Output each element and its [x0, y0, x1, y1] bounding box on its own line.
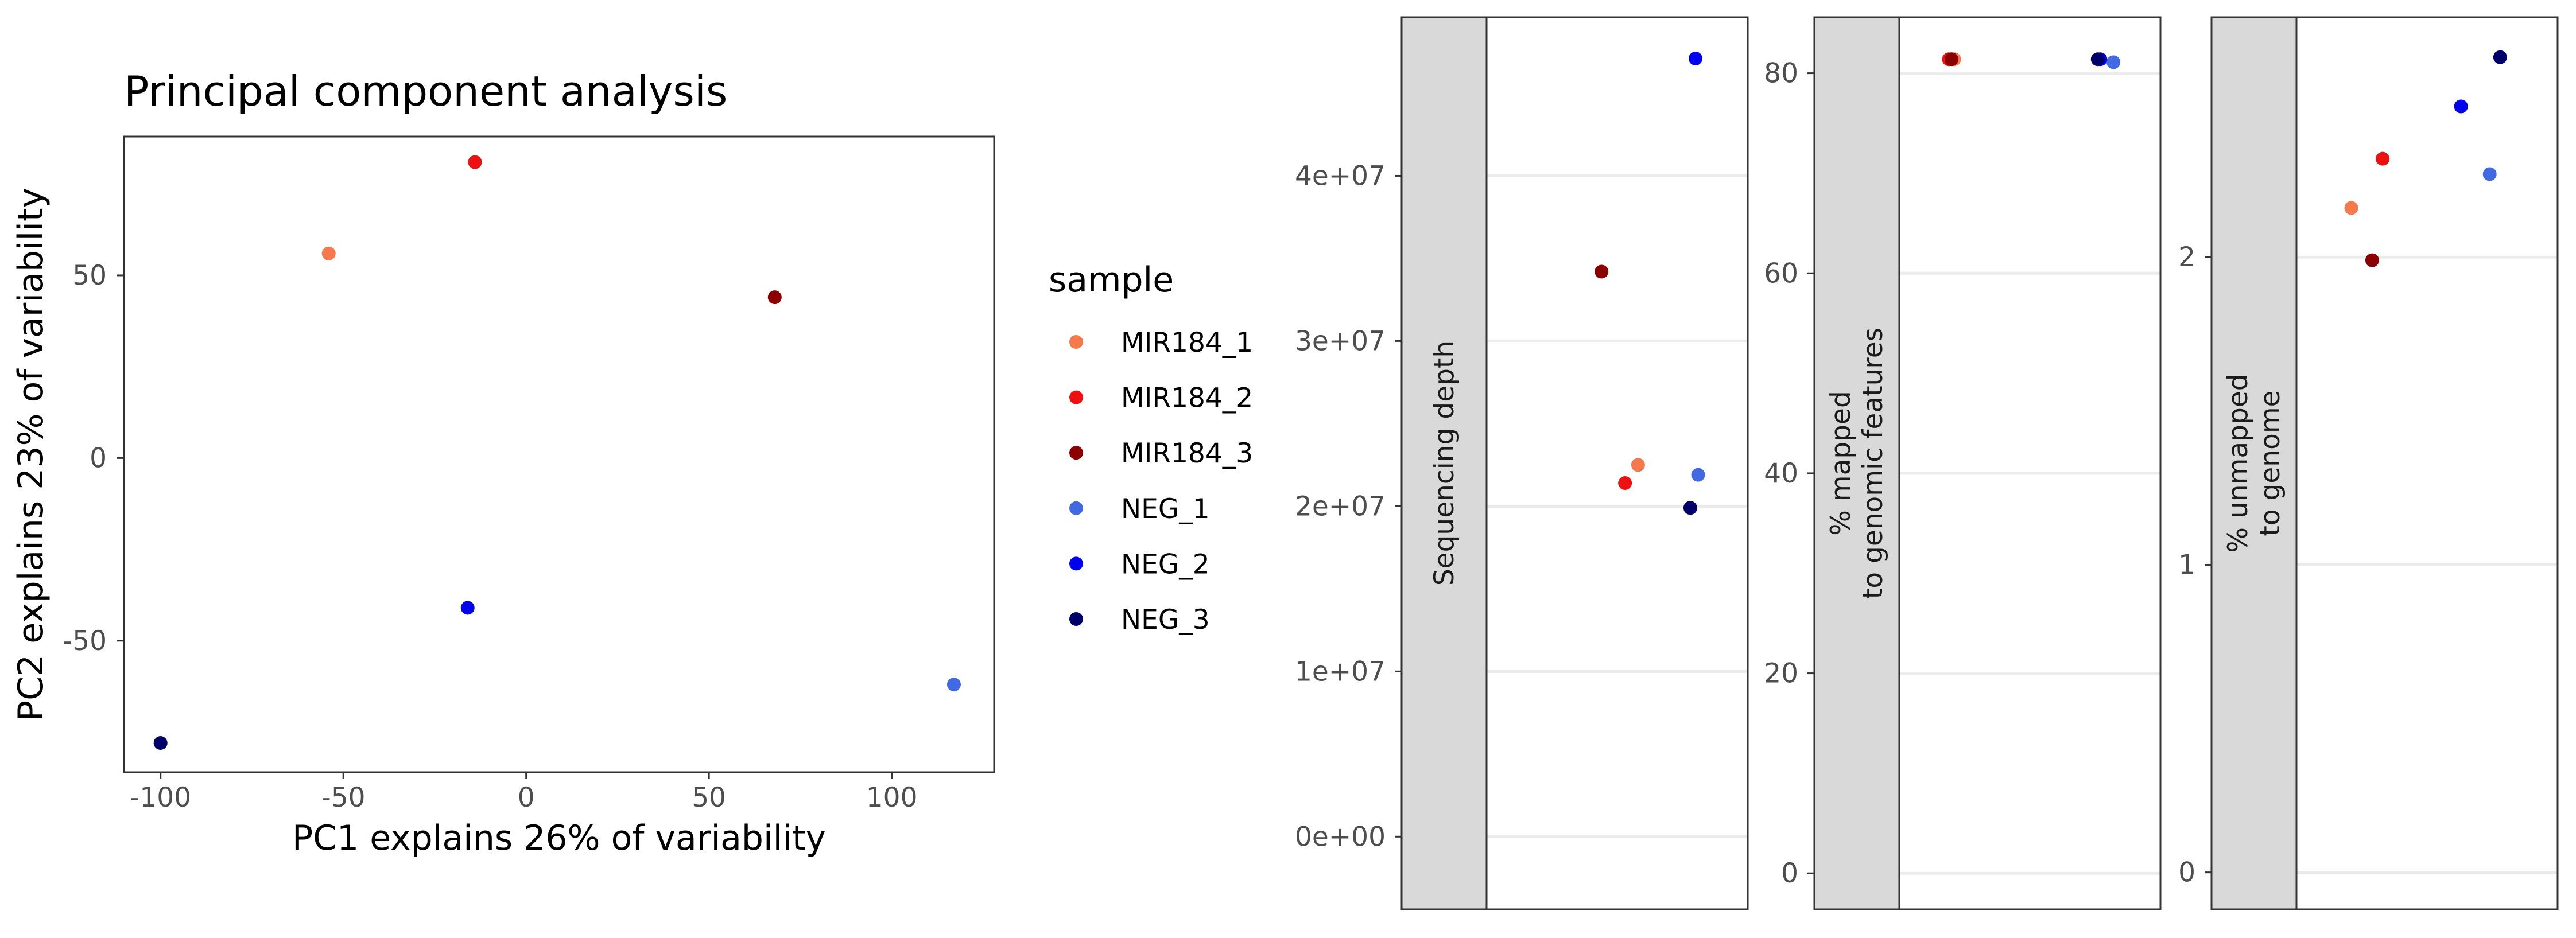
pca-points	[153, 155, 961, 750]
legend-label-neg-3: NEG_3	[1121, 604, 1210, 636]
pca-title: Principal component analysis	[124, 67, 727, 115]
facet-strip	[1400, 16, 1488, 910]
facet-sequencing-depth: Sequencing depth 0e+00 1e+07 2e+07 3e+07 4e+0…	[1295, 16, 1749, 910]
facet-point-neg-2	[1689, 51, 1702, 65]
legend-items: MIR184_1 MIR184_2 MIR184_3 NEG_1 NEG_2 NEG_3	[1069, 327, 1253, 636]
pca-plot: Principal component analysis -100 -50 0 50 1…	[11, 67, 995, 858]
legend-key-neg-3	[1069, 612, 1083, 626]
legend-key-neg-2	[1069, 556, 1083, 571]
facet-y-tick-label: 0	[1781, 858, 1798, 889]
pca-x-axis: -100 -50 0 50 100	[130, 772, 918, 814]
legend-key-mir184-3	[1069, 446, 1083, 460]
facet-panel-border	[1400, 16, 1749, 910]
facet-y-tick-label: 2e+07	[1295, 491, 1386, 522]
legend-key-mir184-2	[1069, 390, 1083, 404]
pca-x-tick-label: 100	[866, 782, 918, 814]
facet-point-mir184-3	[1595, 264, 1609, 279]
legend-label-mir184-3: MIR184_3	[1121, 438, 1253, 469]
pca-point-mir184-2	[468, 155, 482, 169]
facet-y-tick-label: 20	[1764, 658, 1798, 690]
pca-x-axis-title: PC1 explains 26% of variability	[292, 818, 826, 858]
facet-point-neg-3	[1683, 501, 1697, 515]
facet-strip-label: Sequencing depth	[1429, 341, 1460, 586]
facet-point-mir184-1	[1631, 458, 1645, 472]
pca-y-tick-label: 0	[90, 442, 107, 474]
facet-point-neg-3	[2090, 52, 2105, 67]
facet-point-mir184-1	[2344, 201, 2358, 215]
pca-panel-border	[123, 135, 995, 773]
pca-point-mir184-3	[767, 290, 782, 305]
facet-strip-label: % mappedto genomic features	[1825, 328, 1889, 599]
legend-title: sample	[1049, 260, 1174, 300]
facet-y-tick-label: 60	[1764, 258, 1798, 289]
facet-y-tick-label: 2	[2178, 242, 2195, 273]
pca-y-axis-title: PC2 explains 23% of variability	[11, 188, 51, 721]
legend: sample MIR184_1 MIR184_2 MIR184_3 NEG_1 NEG_…	[1049, 260, 1253, 636]
legend-key-neg-1	[1069, 501, 1083, 515]
facet-y-tick-label: 1	[2178, 549, 2195, 581]
facet-y-tick-label: 3e+07	[1295, 325, 1386, 357]
pca-x-tick-label: -100	[130, 782, 191, 814]
facet-panel-border	[2210, 16, 2559, 910]
facet-mapped-genomic-features: % mappedto genomic features 0 20 40 60 80	[1764, 16, 2162, 910]
pca-y-tick-label: 50	[72, 260, 107, 291]
pca-point-mir184-1	[321, 246, 336, 260]
facet-y-tick-label: 0	[2178, 857, 2195, 889]
legend-label-mir184-1: MIR184_1	[1121, 327, 1253, 359]
legend-label-neg-2: NEG_2	[1121, 548, 1210, 580]
facet-y-tick-label: 4e+07	[1295, 160, 1386, 192]
facet-y-tick-label: 40	[1764, 458, 1798, 489]
pca-point-neg-1	[946, 678, 961, 692]
facet-y-tick-label: 0e+00	[1295, 821, 1386, 853]
pca-point-neg-3	[153, 736, 168, 750]
facet-point-neg-2	[2454, 99, 2468, 114]
pca-x-tick-label: 50	[692, 782, 726, 814]
facet-point-neg-1	[1691, 468, 1705, 482]
legend-label-neg-1: NEG_1	[1121, 493, 1210, 525]
pca-y-axis: -50 0 50	[63, 260, 124, 657]
facet-point-mir184-3	[1945, 52, 1958, 67]
facet-panel-border	[1813, 16, 2162, 910]
legend-key-mir184-1	[1069, 335, 1083, 349]
facet-point-mir184-3	[2365, 253, 2379, 267]
qc-facets: Sequencing depth 0e+00 1e+07 2e+07 3e+07 4e+0…	[1295, 16, 2559, 910]
facet-y-tick-label: 1e+07	[1295, 656, 1386, 687]
facet-y-tick-label: 80	[1764, 58, 1798, 89]
facet-point-neg-1	[2482, 167, 2497, 181]
facet-point-mir184-2	[1618, 476, 1632, 491]
pca-y-tick-label: -50	[63, 625, 107, 657]
facet-point-mir184-2	[2376, 151, 2390, 166]
pca-point-neg-2	[460, 601, 475, 615]
facet-strip-label: % unmappedto genome	[2222, 373, 2286, 552]
pca-x-tick-label: -50	[321, 782, 366, 814]
facet-point-neg-1	[2106, 55, 2121, 69]
legend-label-mir184-2: MIR184_2	[1121, 383, 1253, 414]
facet-unmapped-genome: % unmappedto genome 0 1 2	[2178, 16, 2559, 910]
facet-strip	[2210, 16, 2298, 910]
facet-point-neg-3	[2493, 50, 2507, 64]
pca-x-tick-label: 0	[518, 782, 535, 814]
